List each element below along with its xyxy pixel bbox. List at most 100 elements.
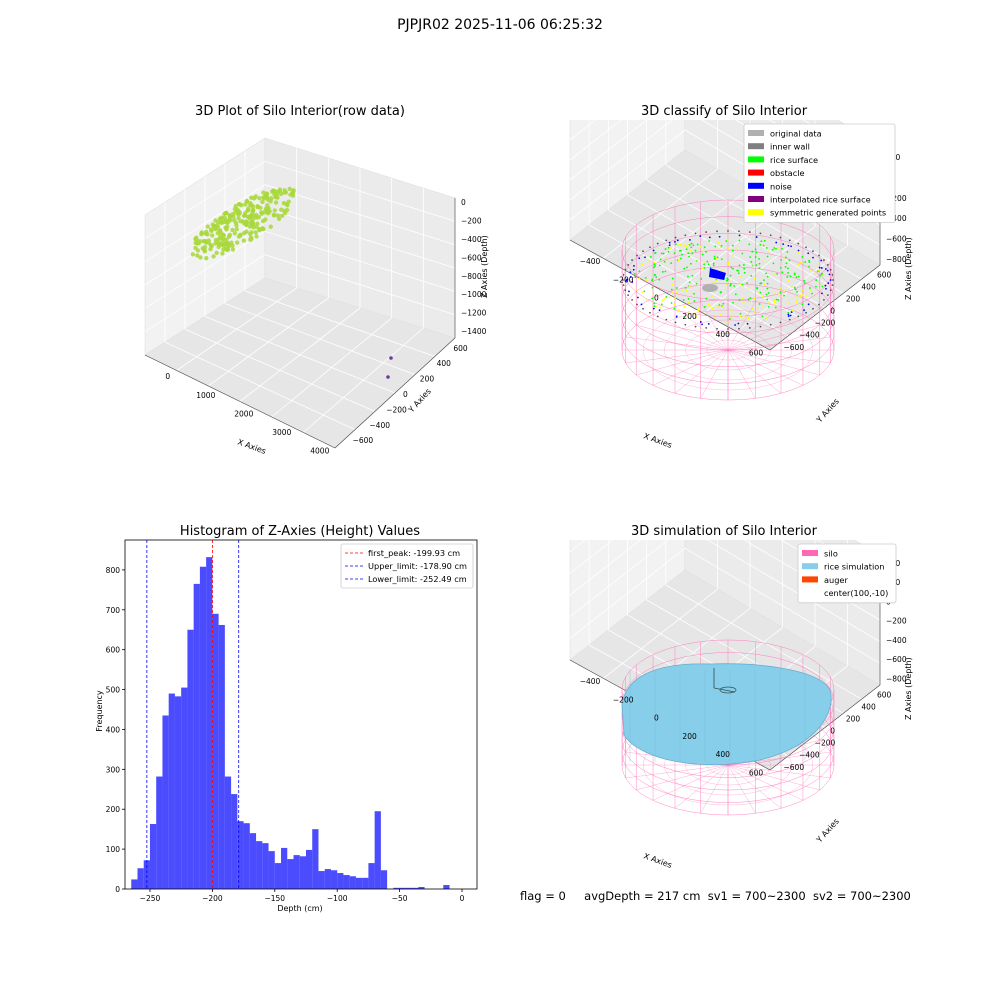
classified-point	[653, 261, 656, 264]
raw-point	[282, 210, 288, 216]
classified-point	[815, 279, 818, 281]
classified-point	[749, 256, 752, 259]
p4-x-tick: 200	[682, 732, 697, 741]
histogram-bar	[168, 693, 175, 889]
wall-point	[624, 268, 627, 271]
hist-legend-label: first_peak: -199.93 cm	[368, 548, 460, 558]
classified-point	[681, 253, 683, 256]
raw-point	[251, 213, 256, 218]
classified-point	[749, 297, 752, 299]
p4-y-axis-line	[769, 684, 881, 771]
p4-y-tick: 600	[877, 691, 892, 700]
hist-x-axis-label: Depth (cm)	[277, 904, 322, 913]
p4-silo-spoke	[727, 764, 804, 801]
classified-point	[730, 309, 733, 312]
classified-point	[712, 281, 715, 284]
classified-point	[787, 244, 790, 247]
classified-point	[705, 297, 708, 300]
classified-point	[684, 286, 687, 289]
classified-point	[701, 323, 703, 326]
silo-wireframe-sim	[621, 639, 835, 816]
p4-x-tick: −200	[613, 695, 634, 704]
raw-point	[260, 199, 265, 205]
raw-point	[213, 226, 218, 232]
p2-silo-spoke	[727, 301, 756, 351]
classified-point	[775, 241, 778, 244]
histogram-bar	[274, 863, 282, 889]
classified-point	[736, 302, 739, 305]
p4-legend-label: rice simulation	[824, 562, 884, 572]
classified-point	[750, 275, 753, 277]
wall-point	[705, 231, 708, 233]
classified-point	[761, 315, 764, 318]
auger-arm	[713, 687, 736, 693]
hist-x-tick-label: −100	[327, 894, 348, 903]
classified-point	[726, 239, 729, 241]
wall-point	[636, 303, 638, 306]
classified-point	[803, 282, 806, 285]
classified-point	[665, 296, 668, 298]
outlier-point	[386, 375, 390, 379]
raw-point	[257, 196, 262, 201]
classified-point	[704, 262, 707, 264]
classified-point	[825, 287, 827, 290]
raw-point	[193, 240, 198, 246]
classified-point	[785, 262, 788, 265]
histogram-bar	[318, 871, 325, 889]
p2-legend-swatch	[748, 182, 764, 189]
raw-point	[284, 201, 289, 207]
classified-point	[679, 257, 682, 260]
classified-point	[753, 297, 756, 300]
classified-point	[721, 306, 724, 308]
wall-point	[759, 232, 762, 235]
raw-point	[251, 225, 256, 230]
p2-legend-swatch	[748, 130, 764, 136]
classified-point	[652, 294, 655, 297]
raw-data-3d-plot: 010002000300040006004002000−200−400−6000…	[144, 137, 489, 456]
raw-point	[291, 188, 296, 193]
classified-point	[773, 301, 776, 304]
classified-point	[729, 274, 732, 277]
classified-point	[791, 309, 794, 312]
p1-y-tick: −600	[353, 436, 374, 445]
classified-point	[763, 283, 766, 285]
wall-point	[627, 294, 630, 297]
p4-x-tick: 400	[716, 750, 731, 759]
classified-point	[670, 302, 673, 304]
raw-point	[273, 194, 279, 199]
classified-point	[818, 266, 821, 269]
classified-point	[712, 264, 715, 267]
classified-point	[739, 315, 741, 317]
raw-point	[269, 196, 274, 201]
raw-point	[233, 203, 238, 209]
classified-point	[756, 308, 759, 310]
classified-point	[640, 303, 643, 306]
hist-x-tick-label: 0	[460, 894, 465, 903]
histogram-bar	[218, 624, 225, 889]
classified-point	[775, 247, 777, 250]
p2-silo-ring	[621, 233, 835, 334]
raw-point	[205, 232, 210, 237]
classified-point	[729, 314, 732, 317]
classified-point	[766, 287, 769, 290]
raw-point	[190, 252, 196, 257]
classified-point	[702, 250, 705, 252]
classified-point	[675, 315, 678, 318]
classified-point	[652, 307, 655, 310]
classified-point	[638, 270, 641, 273]
wall-point	[759, 325, 762, 328]
classified-point	[738, 264, 741, 267]
classified-point	[743, 267, 746, 270]
classified-point	[737, 322, 740, 325]
p4-y-tick: −200	[815, 739, 836, 748]
classified-point	[783, 294, 785, 297]
classified-point	[653, 263, 656, 265]
wall-point	[705, 327, 708, 329]
histogram-bar	[324, 869, 331, 889]
classified-point	[643, 290, 646, 293]
classified-point	[742, 318, 745, 321]
wall-point	[832, 279, 834, 281]
classified-point	[633, 272, 636, 275]
classified-point	[713, 255, 716, 258]
raw-point	[209, 233, 215, 238]
